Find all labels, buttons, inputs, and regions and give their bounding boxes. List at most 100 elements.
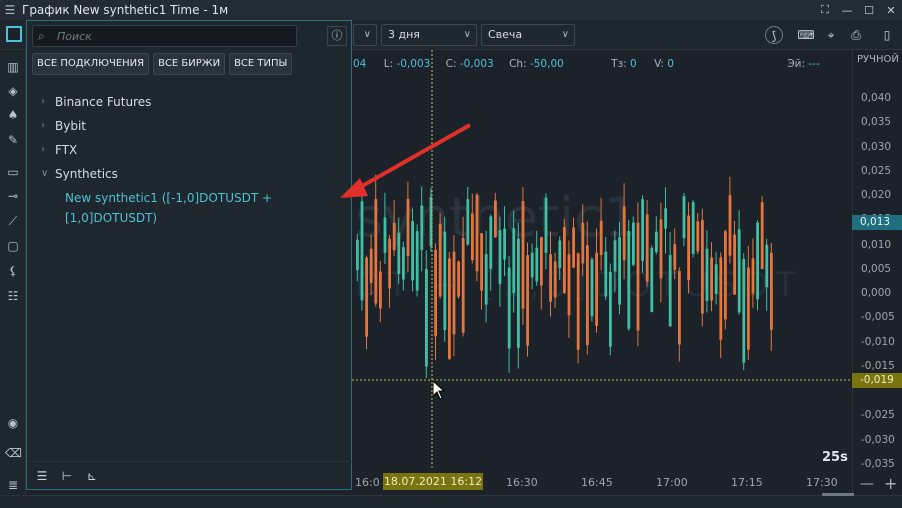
tree-node-binance-futures[interactable]: › Binance Futures <box>27 92 353 112</box>
maximize-icon[interactable]: ☐ <box>864 3 874 17</box>
price-tick: -0,010 <box>861 336 895 348</box>
candle-body <box>388 238 391 289</box>
text-icon[interactable]: ☷ <box>7 289 19 303</box>
horizontal-line-icon[interactable]: ⊸ <box>7 189 19 203</box>
bottom-scrollbar[interactable] <box>0 493 902 508</box>
low-label: L: <box>383 58 394 70</box>
zoom-in-icon[interactable]: + <box>884 474 898 493</box>
candle-body <box>747 267 750 350</box>
candle-body <box>673 244 677 270</box>
ts-label: Тз: <box>611 58 627 70</box>
candle-body <box>632 222 635 265</box>
scroll-thumb[interactable] <box>822 493 854 496</box>
time-tick: 16:45 <box>581 476 613 489</box>
indicator-icon[interactable]: ⟆ <box>765 26 783 44</box>
price-tick: -0,035 <box>861 458 895 470</box>
chart-bars-icon[interactable]: ▥ <box>7 60 19 74</box>
candle-body <box>374 199 378 304</box>
tree-node-ftx[interactable]: › FTX <box>27 140 353 160</box>
tree-item-new-synthetic1[interactable]: New synthetic1 ([-1,0]DOTUSDT + [1,0]DOT… <box>27 188 353 225</box>
interval-dropdown[interactable]: ∨ <box>353 24 377 46</box>
tree-node-synthetics[interactable]: ∨ Synthetics <box>27 164 353 184</box>
rectangle-icon[interactable]: ▢ <box>7 239 19 253</box>
candle-body <box>696 221 700 252</box>
panel-toggle-icon[interactable] <box>6 26 22 42</box>
candle-body <box>521 201 525 309</box>
candle-body <box>742 258 746 363</box>
candle-body <box>586 245 589 346</box>
tree-node-bybit[interactable]: › Bybit <box>27 116 353 136</box>
candle-body <box>503 228 506 260</box>
print-icon[interactable]: ⎙ <box>851 28 861 42</box>
filter-all-types-button[interactable]: ВСЕ ТИПЫ <box>229 53 293 75</box>
keyboard-icon[interactable]: ⌨ <box>797 28 815 42</box>
collapse-tree-icon[interactable]: ⊾ <box>86 469 98 483</box>
zoom-out-icon[interactable]: — <box>860 476 874 492</box>
pencil-icon[interactable]: ✎ <box>7 133 19 147</box>
price-tick: -0,030 <box>861 434 895 446</box>
period-dropdown[interactable]: 3 дня ∨ <box>381 24 477 46</box>
candle-body <box>668 255 672 327</box>
security-picker-panel: ⌕ ⓘ ВСЕ ПОДКЛЮЧЕНИЯ ВСЕ БИРЖИ ВСЕ ТИПЫ ›… <box>26 20 353 490</box>
time-tick: 16:30 <box>506 476 538 489</box>
candle-body <box>383 217 387 253</box>
price-tick: -0,015 <box>861 360 895 372</box>
chart-type-dropdown[interactable]: Свеча ∨ <box>481 24 575 46</box>
manual-label: РУЧНОЙ <box>857 54 899 65</box>
window-title: График New synthetic1 Time - 1м <box>22 3 229 17</box>
fullscreen-icon[interactable]: ⛶ <box>821 3 829 16</box>
search-box[interactable]: ⌕ <box>32 25 297 47</box>
hamburger-icon[interactable]: ☰ <box>4 3 16 17</box>
tree-view-icon[interactable]: ⊢ <box>61 469 73 483</box>
candle-body <box>411 220 414 281</box>
candle-body <box>714 264 718 294</box>
candle-body <box>549 254 552 302</box>
candle-body <box>494 200 497 238</box>
list-icon[interactable]: ≣ <box>7 478 19 492</box>
candle-body <box>392 223 396 251</box>
candle-body <box>650 247 654 313</box>
minimize-icon[interactable]: — <box>841 3 853 17</box>
candle-body <box>480 233 483 291</box>
eye-icon[interactable]: ◉ <box>7 416 19 430</box>
current-price-tag: 0,013 <box>852 215 902 230</box>
price-tick: 0,025 <box>861 165 892 177</box>
candle-body <box>425 269 428 367</box>
candle-body <box>756 222 759 300</box>
title-bar: ☰ График New synthetic1 Time - 1м ⛶ — ☐ … <box>0 0 902 20</box>
sidebar-toggle-icon[interactable]: ▯ <box>883 28 891 42</box>
candle-body <box>604 251 608 297</box>
info-icon[interactable]: ⓘ <box>327 26 347 46</box>
candle-body <box>438 223 442 297</box>
close-icon[interactable]: ✕ <box>886 3 896 17</box>
candle-body <box>402 247 405 280</box>
layers-icon[interactable]: ◈ <box>8 84 18 98</box>
search-icon: ⌕ <box>38 29 45 43</box>
search-input[interactable] <box>57 28 292 44</box>
price-tick: -0,025 <box>861 409 895 421</box>
trash-icon[interactable]: ⌫ <box>5 446 22 460</box>
filter-all-exchanges-button[interactable]: ВСЕ БИРЖИ <box>153 53 226 75</box>
bell-icon[interactable]: ♠ <box>7 108 19 122</box>
candle-body <box>719 257 723 340</box>
candle-body <box>544 197 548 253</box>
candle-body <box>553 261 557 298</box>
candle-body <box>572 227 575 268</box>
filter-bar: ВСЕ ПОДКЛЮЧЕНИЯ ВСЕ БИРЖИ ВСЕ ТИПЫ <box>32 53 293 75</box>
candle-body <box>498 230 502 285</box>
candle-body <box>770 252 773 330</box>
candle-body <box>415 231 419 291</box>
candle-body <box>733 234 736 295</box>
ruler-icon[interactable]: ▭ <box>7 165 19 179</box>
price-axis[interactable]: РУЧНОЙ 0,0400,0350,0300,0250,0200,0150,0… <box>852 50 902 495</box>
candle-body <box>710 257 713 301</box>
filter-all-connections-button[interactable]: ВСЕ ПОДКЛЮЧЕНИЯ <box>32 53 150 75</box>
trend-line-icon[interactable]: ⟋ <box>8 214 18 228</box>
tree-item-label: New synthetic1 ([-1,0]DOTUSDT + [1,0]DOT… <box>65 191 273 225</box>
mouse-icon[interactable]: ⌖ <box>827 28 835 42</box>
candle-body <box>517 238 520 348</box>
candle-body <box>691 202 695 254</box>
fibonacci-icon[interactable]: ⚸ <box>8 264 18 278</box>
list-view-icon[interactable]: ☰ <box>36 469 48 483</box>
